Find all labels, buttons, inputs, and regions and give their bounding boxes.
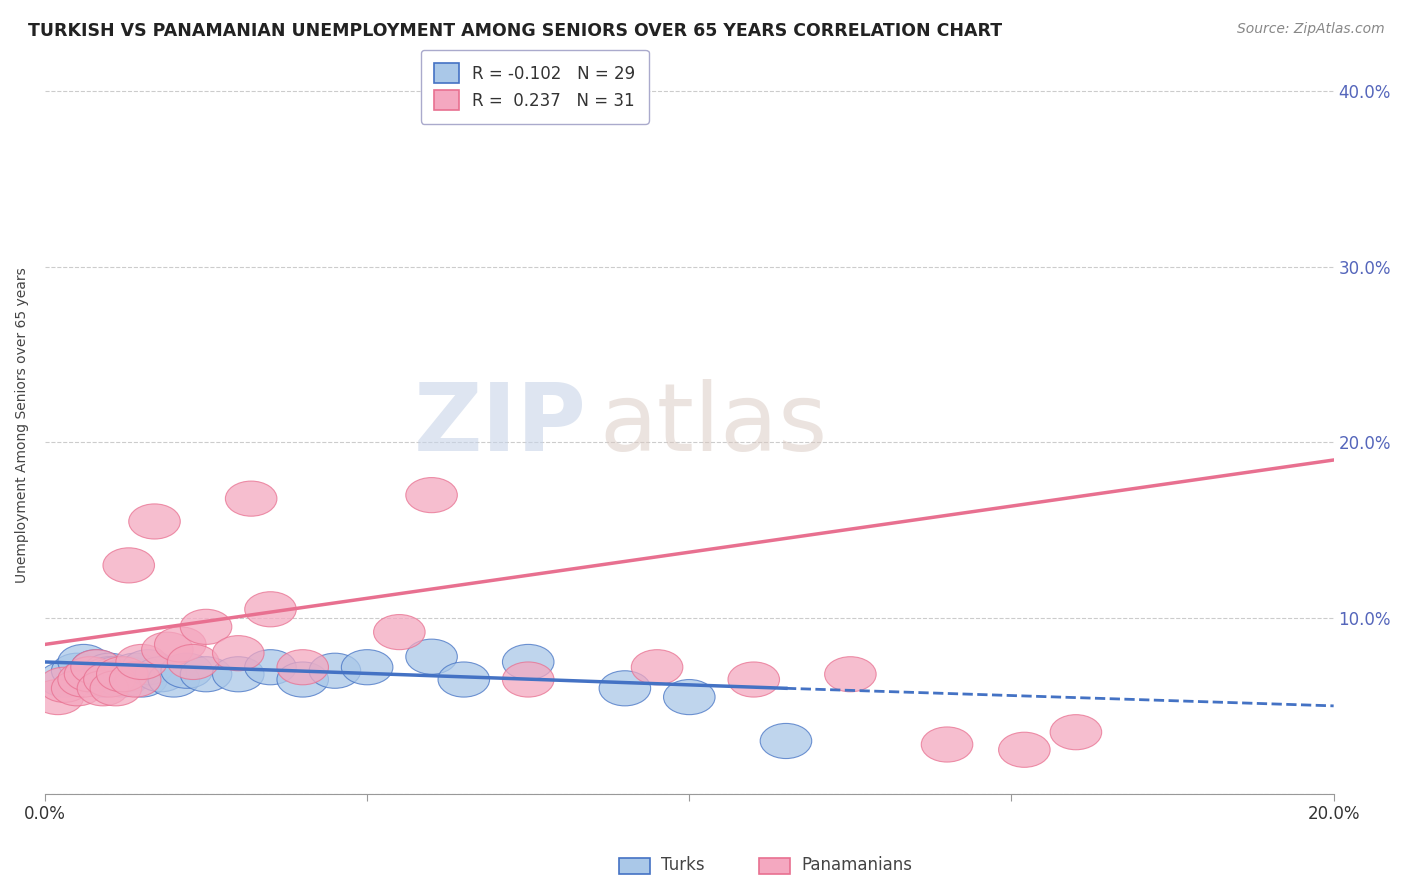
Ellipse shape [406, 640, 457, 674]
Ellipse shape [245, 591, 297, 627]
Ellipse shape [52, 653, 103, 689]
Text: atlas: atlas [599, 379, 827, 471]
Text: TURKISH VS PANAMANIAN UNEMPLOYMENT AMONG SENIORS OVER 65 YEARS CORRELATION CHART: TURKISH VS PANAMANIAN UNEMPLOYMENT AMONG… [28, 22, 1002, 40]
Ellipse shape [728, 662, 779, 697]
Ellipse shape [110, 653, 160, 689]
Ellipse shape [129, 504, 180, 539]
Ellipse shape [599, 671, 651, 706]
Ellipse shape [148, 662, 200, 697]
Ellipse shape [998, 732, 1050, 767]
Ellipse shape [122, 649, 174, 685]
Ellipse shape [103, 548, 155, 583]
Ellipse shape [225, 481, 277, 516]
Ellipse shape [52, 671, 103, 706]
Ellipse shape [38, 662, 90, 697]
Ellipse shape [277, 662, 329, 697]
Legend: R = -0.102   N = 29, R =  0.237   N = 31: R = -0.102 N = 29, R = 0.237 N = 31 [420, 50, 648, 124]
Ellipse shape [167, 644, 219, 680]
Ellipse shape [103, 657, 155, 692]
Ellipse shape [761, 723, 811, 758]
Ellipse shape [439, 662, 489, 697]
Text: Source: ZipAtlas.com: Source: ZipAtlas.com [1237, 22, 1385, 37]
Text: Panamanians: Panamanians [801, 856, 912, 874]
Ellipse shape [180, 609, 232, 644]
Ellipse shape [58, 644, 110, 680]
Ellipse shape [180, 657, 232, 692]
Ellipse shape [309, 653, 361, 689]
Ellipse shape [135, 657, 187, 692]
Ellipse shape [115, 644, 167, 680]
Ellipse shape [70, 649, 122, 685]
Ellipse shape [824, 657, 876, 692]
Text: ZIP: ZIP [413, 379, 586, 471]
Ellipse shape [58, 662, 110, 697]
Ellipse shape [70, 649, 122, 685]
Ellipse shape [65, 657, 115, 692]
Ellipse shape [83, 653, 135, 689]
Ellipse shape [160, 653, 212, 689]
Ellipse shape [374, 615, 425, 649]
Ellipse shape [631, 649, 683, 685]
Ellipse shape [83, 662, 135, 697]
Ellipse shape [1050, 714, 1102, 750]
Ellipse shape [38, 667, 90, 702]
Ellipse shape [212, 657, 264, 692]
Ellipse shape [83, 657, 135, 692]
Ellipse shape [406, 477, 457, 513]
Ellipse shape [212, 636, 264, 671]
Ellipse shape [97, 662, 148, 697]
Ellipse shape [32, 680, 83, 714]
Ellipse shape [342, 649, 392, 685]
Ellipse shape [502, 662, 554, 697]
Ellipse shape [664, 680, 716, 714]
Text: Turks: Turks [661, 856, 704, 874]
Ellipse shape [142, 632, 193, 667]
Ellipse shape [921, 727, 973, 762]
Ellipse shape [502, 644, 554, 680]
Ellipse shape [155, 627, 207, 662]
Ellipse shape [97, 657, 148, 692]
Ellipse shape [277, 649, 329, 685]
Ellipse shape [90, 671, 142, 706]
Ellipse shape [77, 671, 129, 706]
Ellipse shape [77, 662, 129, 697]
Ellipse shape [110, 662, 160, 697]
Ellipse shape [65, 657, 115, 692]
Y-axis label: Unemployment Among Seniors over 65 years: Unemployment Among Seniors over 65 years [15, 267, 30, 582]
Ellipse shape [115, 662, 167, 697]
Ellipse shape [90, 657, 142, 692]
Ellipse shape [245, 649, 297, 685]
